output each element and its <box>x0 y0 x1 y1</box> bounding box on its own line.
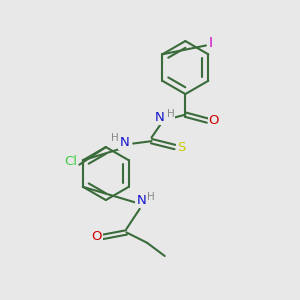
Text: H: H <box>167 109 175 119</box>
Text: N: N <box>136 194 146 207</box>
Text: H: H <box>147 192 155 202</box>
Text: N: N <box>119 136 129 149</box>
Text: S: S <box>177 141 186 154</box>
Text: Cl: Cl <box>64 155 77 168</box>
Text: O: O <box>91 230 102 243</box>
Text: O: O <box>208 114 219 127</box>
Text: I: I <box>208 35 212 50</box>
Text: N: N <box>155 111 165 124</box>
Text: H: H <box>111 133 119 143</box>
